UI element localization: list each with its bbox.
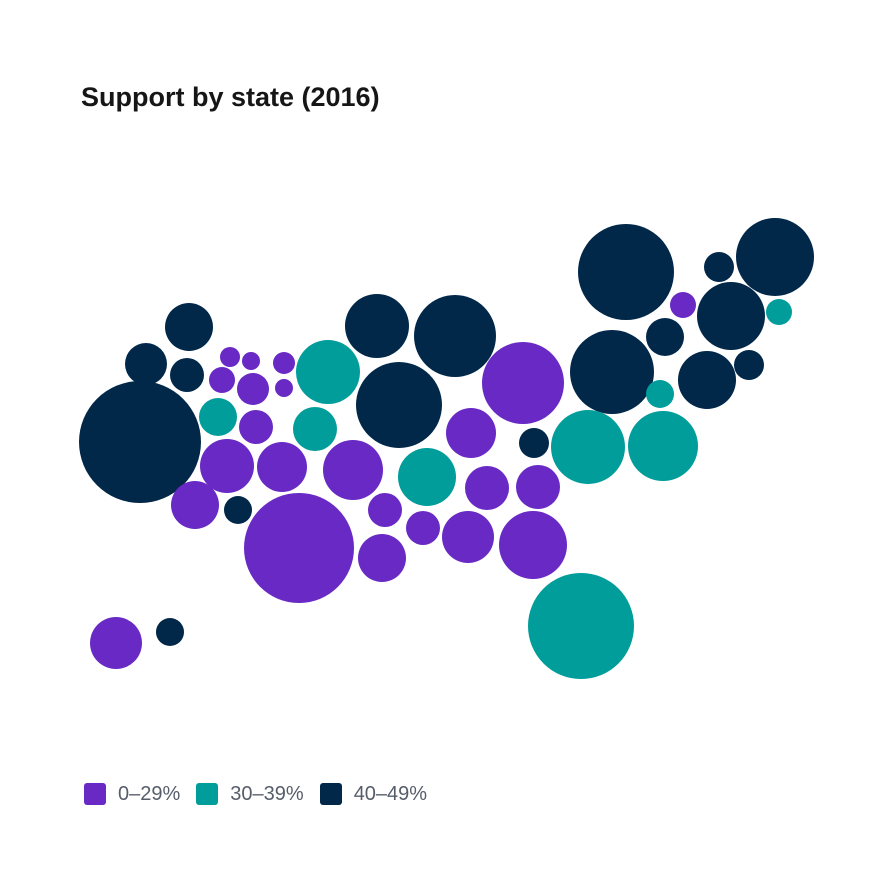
state-bubble[interactable] bbox=[406, 511, 440, 545]
state-bubble[interactable] bbox=[242, 352, 260, 370]
state-bubble[interactable] bbox=[442, 511, 494, 563]
state-bubble[interactable] bbox=[482, 342, 564, 424]
legend-label: 0–29% bbox=[118, 783, 181, 805]
state-bubble[interactable] bbox=[293, 407, 337, 451]
state-bubble[interactable] bbox=[570, 330, 654, 414]
state-bubble[interactable] bbox=[156, 618, 184, 646]
legend: 0–29% 30–39% 40–49% bbox=[84, 783, 427, 805]
state-bubble[interactable] bbox=[170, 358, 204, 392]
state-bubble[interactable] bbox=[578, 224, 674, 320]
state-bubble[interactable] bbox=[358, 534, 406, 582]
state-bubble[interactable] bbox=[239, 410, 273, 444]
state-bubble[interactable] bbox=[224, 496, 252, 524]
legend-swatch-icon bbox=[319, 783, 342, 805]
state-bubble[interactable] bbox=[79, 381, 201, 503]
legend-label: 30–39% bbox=[230, 783, 304, 805]
legend-label: 40–49% bbox=[353, 783, 428, 805]
state-bubble[interactable] bbox=[499, 511, 567, 579]
state-bubble[interactable] bbox=[528, 573, 634, 679]
state-bubble[interactable] bbox=[465, 466, 509, 510]
state-bubble[interactable] bbox=[678, 351, 736, 409]
legend-item-1[interactable]: 0–29% bbox=[84, 783, 180, 805]
state-bubble[interactable] bbox=[766, 299, 792, 325]
state-bubble[interactable] bbox=[257, 442, 307, 492]
legend-swatch-icon bbox=[196, 783, 219, 805]
state-bubble[interactable] bbox=[446, 408, 496, 458]
state-bubble[interactable] bbox=[220, 347, 240, 367]
state-bubble[interactable] bbox=[356, 362, 442, 448]
state-bubble[interactable] bbox=[628, 411, 698, 481]
state-bubble[interactable] bbox=[736, 218, 814, 296]
chart-title: Support by state (2016) bbox=[81, 82, 380, 112]
legend-item-2[interactable]: 30–39% bbox=[196, 783, 304, 805]
state-bubble[interactable] bbox=[646, 380, 674, 408]
state-bubble[interactable] bbox=[165, 303, 213, 351]
state-bubble[interactable] bbox=[200, 439, 254, 493]
state-bubble[interactable] bbox=[414, 295, 496, 377]
state-bubble[interactable] bbox=[516, 465, 560, 509]
state-bubble[interactable] bbox=[519, 428, 549, 458]
state-bubble[interactable] bbox=[237, 373, 269, 405]
legend-swatch-icon bbox=[84, 783, 106, 805]
state-bubble[interactable] bbox=[296, 340, 360, 404]
state-bubble[interactable] bbox=[275, 379, 293, 397]
state-bubble[interactable] bbox=[670, 292, 696, 318]
state-bubble[interactable] bbox=[704, 252, 734, 282]
state-bubble[interactable] bbox=[199, 398, 237, 436]
state-bubble[interactable] bbox=[551, 410, 625, 484]
state-bubble[interactable] bbox=[90, 617, 142, 669]
state-bubble[interactable] bbox=[398, 448, 456, 506]
state-bubble[interactable] bbox=[368, 493, 402, 527]
state-bubble[interactable] bbox=[734, 350, 764, 380]
state-bubble[interactable] bbox=[171, 481, 219, 529]
state-bubble[interactable] bbox=[697, 282, 765, 350]
state-bubble[interactable] bbox=[646, 318, 684, 356]
state-bubble[interactable] bbox=[125, 343, 167, 385]
legend-item-3[interactable]: 40–49% bbox=[319, 783, 428, 805]
state-bubble[interactable] bbox=[345, 294, 409, 358]
state-bubble[interactable] bbox=[323, 440, 383, 500]
state-bubble[interactable] bbox=[273, 352, 295, 374]
state-bubble[interactable] bbox=[209, 367, 235, 393]
state-bubble[interactable] bbox=[244, 493, 354, 603]
